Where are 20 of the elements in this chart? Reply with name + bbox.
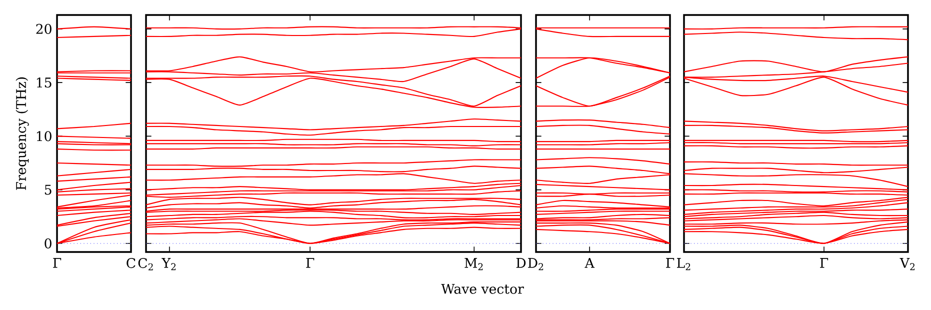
x-tick-label: V$_{2}$ (900, 258, 915, 270)
x-tick-label: A (584, 258, 595, 268)
x-axis-title: Wave vector (441, 284, 524, 294)
y-axis-title: Frequency (THz) (16, 77, 29, 190)
y-tick-label: 20 (36, 24, 52, 34)
x-tick-label: L$_{2}$ (677, 258, 690, 270)
y-tick-label: 10 (36, 131, 52, 142)
y-tick-label: 15 (36, 77, 52, 88)
x-tick-label: C (126, 258, 136, 268)
x-tick-label: Y$_{2}$ (162, 258, 176, 270)
x-tick-label: D (516, 258, 526, 268)
x-tick-label: D$_{2}$ (528, 258, 544, 270)
x-tick-label: Γ (306, 258, 314, 268)
x-tick-label: Γ (666, 258, 674, 268)
x-tick-label: C$_{2}$ (138, 258, 153, 270)
x-tick-label: M$_{2}$ (464, 258, 483, 270)
x-tick-label: Γ (53, 258, 62, 268)
y-tick-label: 0 (44, 238, 52, 248)
y-tick-label: 5 (44, 184, 52, 195)
x-tick-label: Γ (820, 258, 828, 268)
